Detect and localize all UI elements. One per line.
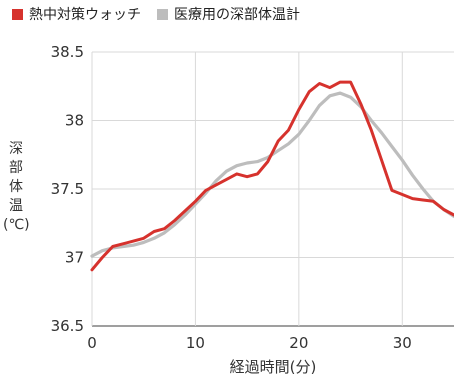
y-axis-label-char: 深 [9,141,23,157]
y-axis-label-char: 体 [9,179,23,195]
legend-swatch-thermometer [157,8,168,20]
x-tick-label: 10 [186,334,205,352]
legend-item-watch: 熱中対策ウォッチ [12,4,141,24]
chart-legend: 熱中対策ウォッチ 医療用の深部体温計 [12,4,316,24]
y-tick-labels: 36.5 37 37.5 38 38.5 [51,43,84,335]
series-line-watch [90,80,454,272]
series-lines [90,80,454,272]
legend-label-thermometer: 医療用の深部体温計 [174,7,300,23]
legend-swatch-watch [12,8,23,20]
x-tick-labels: 0 10 20 30 [87,334,412,352]
y-axis-label: 深 部 体 温 (℃) [3,140,30,235]
y-tick-label: 37.5 [51,180,84,198]
legend-label-watch: 熱中対策ウォッチ [29,7,141,23]
y-tick-label: 36.5 [51,317,84,335]
y-tick-label: 37 [65,249,84,267]
y-axis-label-char: 部 [9,160,23,176]
y-tick-label: 38.5 [51,43,84,61]
y-axis-label-unit: (℃) [3,217,30,233]
x-tick-label: 20 [289,334,308,352]
legend-item-thermometer: 医療用の深部体温計 [157,4,300,24]
chart-grid [91,51,454,327]
y-axis-label-char: 温 [9,198,23,214]
x-tick-label: 0 [87,334,97,352]
series-line-thermometer [90,91,454,258]
x-axis-label: 経過時間(分) [230,358,317,376]
y-tick-label: 38 [65,112,84,130]
x-tick-label: 30 [393,334,412,352]
